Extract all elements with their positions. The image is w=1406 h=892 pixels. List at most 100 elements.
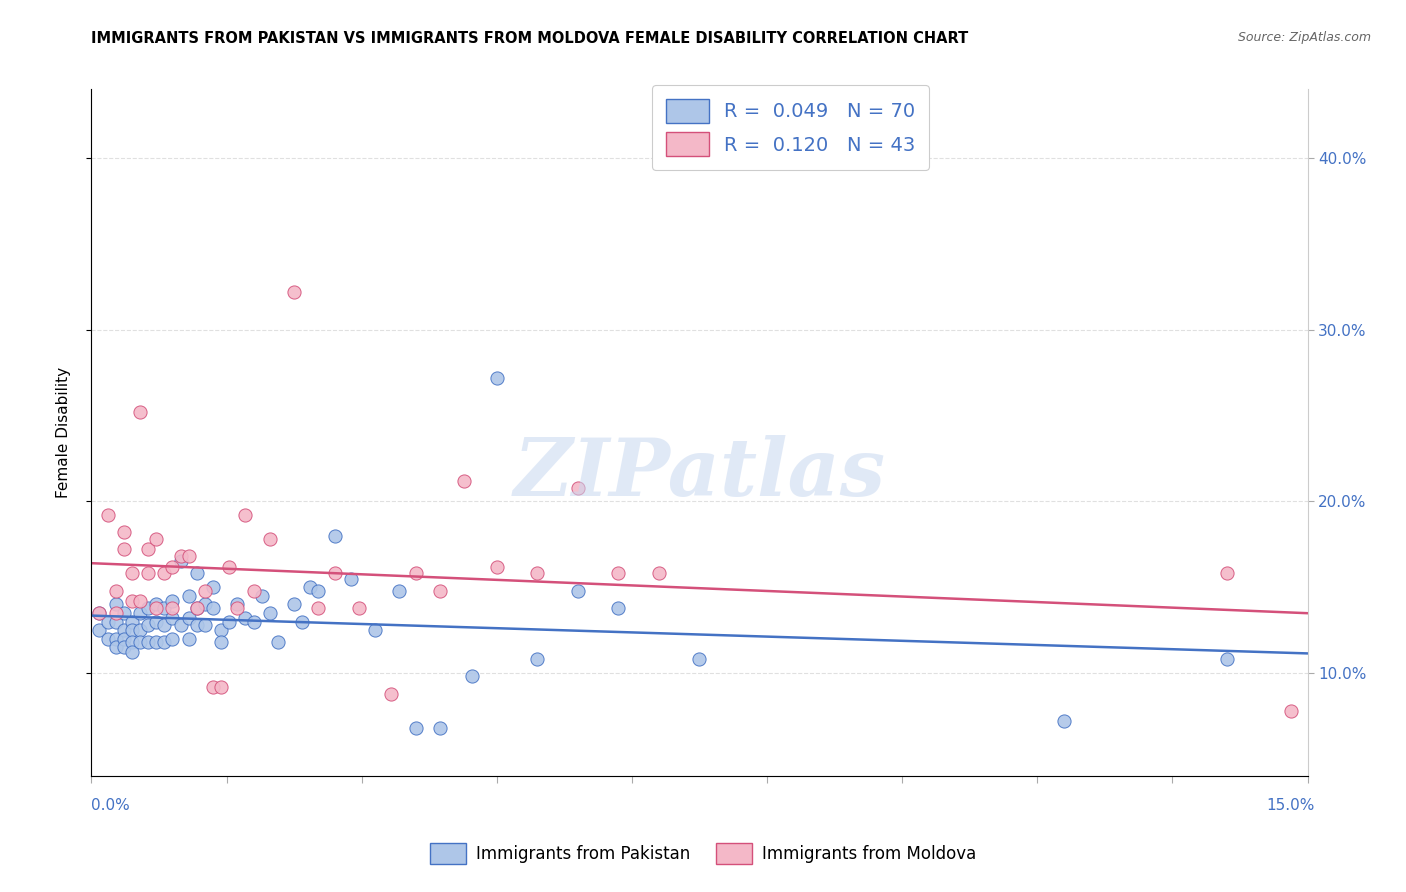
Point — [526, 652, 548, 666]
Point — [567, 481, 589, 495]
Point — [153, 635, 176, 649]
Point — [112, 606, 135, 620]
Point — [104, 606, 127, 620]
Point — [283, 598, 305, 612]
Point — [186, 618, 208, 632]
Point — [194, 598, 217, 612]
Point — [169, 549, 191, 564]
Point — [607, 566, 630, 581]
Point — [461, 669, 484, 683]
Point — [186, 600, 208, 615]
Point — [177, 549, 200, 564]
Point — [235, 611, 257, 625]
Point — [136, 635, 159, 649]
Point — [1053, 714, 1076, 728]
Point — [162, 611, 184, 625]
Point — [226, 598, 249, 612]
Point — [104, 583, 127, 598]
Point — [169, 554, 191, 568]
Point — [153, 600, 176, 615]
Point — [136, 542, 159, 557]
Point — [121, 623, 143, 637]
Point — [259, 606, 281, 620]
Point — [429, 721, 451, 735]
Point — [323, 566, 346, 581]
Point — [307, 600, 329, 615]
Point — [283, 285, 305, 299]
Point — [89, 606, 111, 620]
Point — [186, 600, 208, 615]
Point — [89, 606, 111, 620]
Point — [104, 632, 127, 646]
Point — [145, 635, 167, 649]
Point — [121, 635, 143, 649]
Point — [129, 594, 152, 608]
Point — [567, 583, 589, 598]
Legend: Immigrants from Pakistan, Immigrants from Moldova: Immigrants from Pakistan, Immigrants fro… — [423, 837, 983, 871]
Point — [1215, 566, 1237, 581]
Point — [112, 525, 135, 540]
Point — [153, 618, 176, 632]
Legend: R =  0.049   N = 70, R =  0.120   N = 43: R = 0.049 N = 70, R = 0.120 N = 43 — [652, 85, 929, 169]
Point — [112, 632, 135, 646]
Point — [218, 559, 240, 574]
Point — [186, 566, 208, 581]
Point — [259, 532, 281, 546]
Point — [145, 600, 167, 615]
Point — [112, 640, 135, 655]
Point — [104, 640, 127, 655]
Point — [235, 508, 257, 522]
Point — [242, 583, 264, 598]
Point — [209, 680, 232, 694]
Point — [121, 645, 143, 659]
Point — [347, 600, 370, 615]
Point — [380, 687, 402, 701]
Point — [250, 589, 273, 603]
Point — [153, 566, 176, 581]
Point — [218, 615, 240, 629]
Point — [405, 721, 427, 735]
Point — [194, 618, 217, 632]
Point — [129, 405, 152, 419]
Point — [453, 474, 475, 488]
Text: Source: ZipAtlas.com: Source: ZipAtlas.com — [1237, 31, 1371, 45]
Point — [97, 508, 120, 522]
Point — [1215, 652, 1237, 666]
Point — [162, 559, 184, 574]
Point — [177, 632, 200, 646]
Point — [209, 635, 232, 649]
Point — [485, 370, 508, 384]
Point — [169, 618, 191, 632]
Y-axis label: Female Disability: Female Disability — [56, 367, 70, 499]
Point — [364, 623, 387, 637]
Point — [242, 615, 264, 629]
Point — [526, 566, 548, 581]
Point — [202, 580, 225, 594]
Point — [145, 532, 167, 546]
Point — [688, 652, 710, 666]
Point — [299, 580, 322, 594]
Point — [405, 566, 427, 581]
Point — [145, 598, 167, 612]
Point — [177, 589, 200, 603]
Point — [607, 600, 630, 615]
Point — [429, 583, 451, 598]
Point — [323, 528, 346, 542]
Text: 0.0%: 0.0% — [91, 798, 131, 814]
Point — [202, 600, 225, 615]
Point — [97, 632, 120, 646]
Point — [194, 583, 217, 598]
Point — [485, 559, 508, 574]
Point — [112, 623, 135, 637]
Point — [291, 615, 314, 629]
Point — [112, 542, 135, 557]
Point — [162, 594, 184, 608]
Point — [136, 566, 159, 581]
Point — [129, 606, 152, 620]
Point — [145, 615, 167, 629]
Point — [226, 600, 249, 615]
Point — [97, 615, 120, 629]
Point — [104, 615, 127, 629]
Point — [1279, 704, 1302, 718]
Point — [388, 583, 411, 598]
